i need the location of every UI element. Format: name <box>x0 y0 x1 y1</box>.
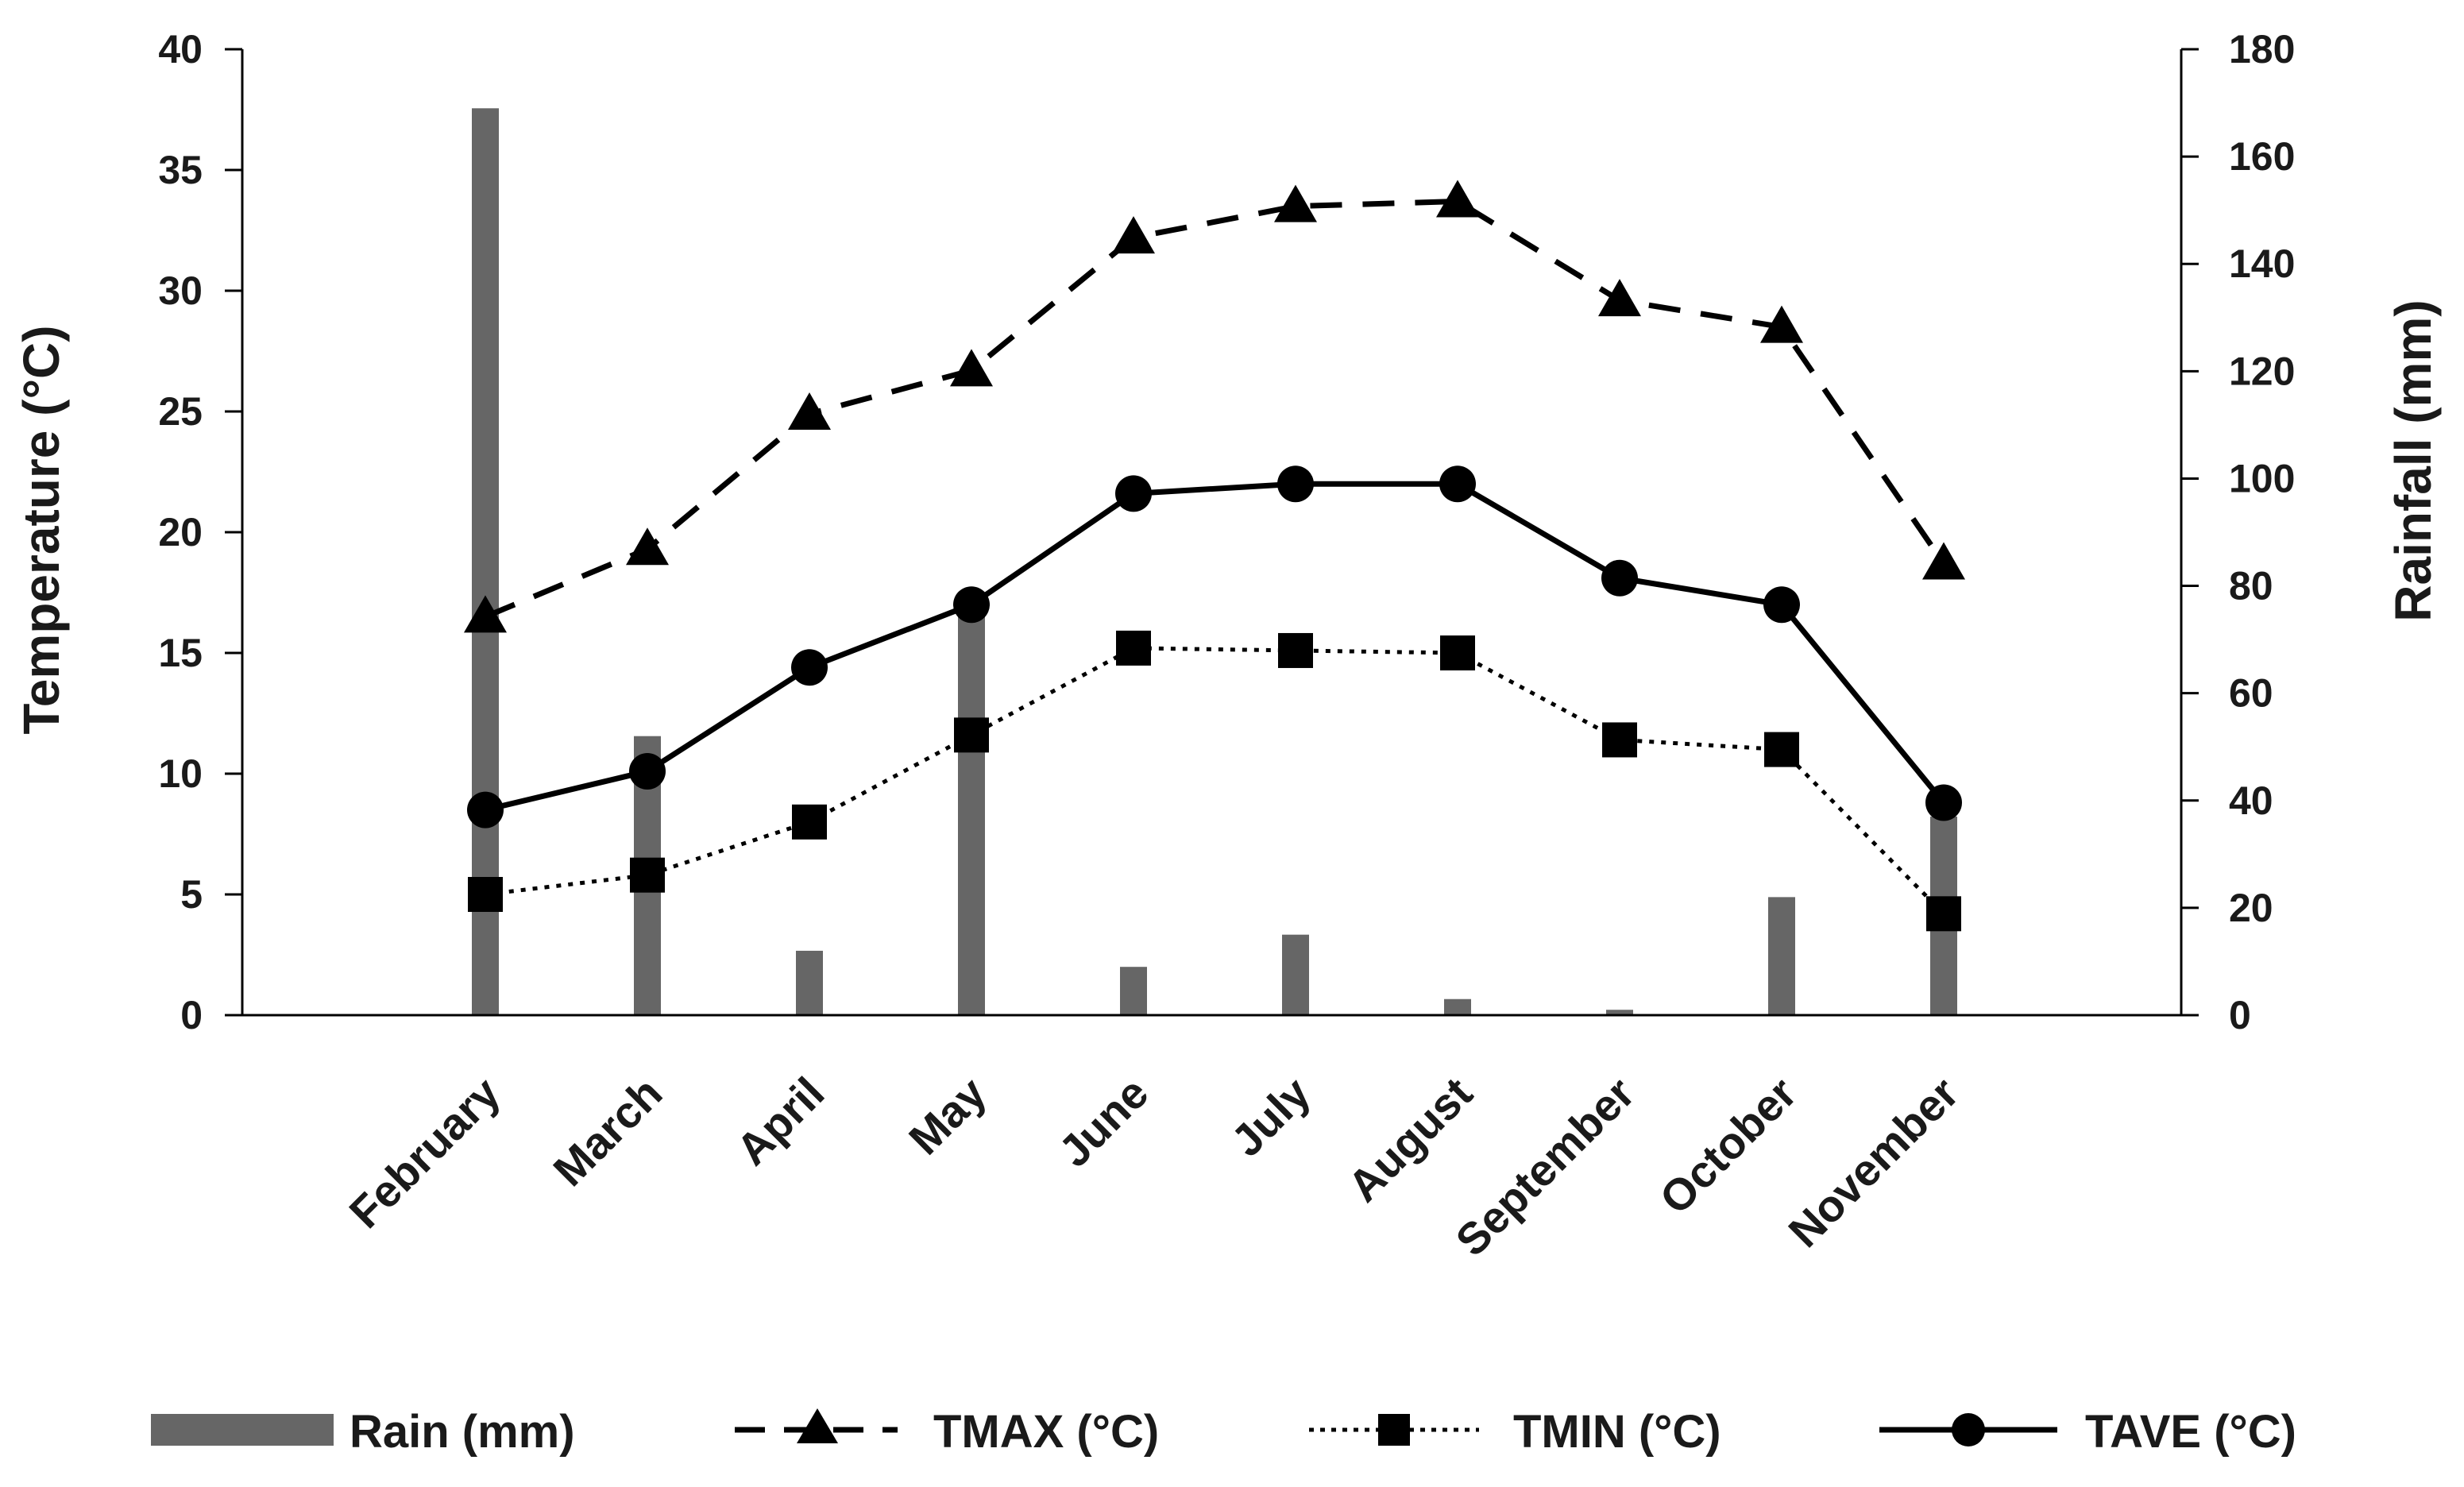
legend-label-tave: TAVE (°C) <box>2085 1406 2296 1458</box>
tmin-marker <box>792 804 827 840</box>
tmax-marker <box>1598 279 1641 317</box>
tmin-marker <box>1440 635 1475 670</box>
legend-label-tmin: TMIN (°C) <box>1513 1406 1721 1458</box>
legend-marker-tmin <box>1378 1414 1410 1446</box>
tave-line <box>485 481 1946 813</box>
tmax-marker <box>1274 184 1317 222</box>
rain-bar <box>472 108 499 1015</box>
tave-marker <box>1439 465 1476 503</box>
rain-bar <box>1606 1010 1633 1015</box>
tave-marker <box>1763 586 1800 624</box>
rain-bar <box>1768 897 1795 1015</box>
legend-label-tmax: TMAX (°C) <box>933 1406 1159 1458</box>
tmax-marker <box>788 392 831 431</box>
right-tick-label: 60 <box>2229 671 2273 716</box>
right-tick-label: 100 <box>2229 456 2295 500</box>
tave-marker <box>1925 784 1962 821</box>
tmax-marker <box>1760 305 1803 343</box>
tave-marker <box>467 791 504 828</box>
tave-marker <box>1277 465 1314 503</box>
legend-marker-tave <box>1952 1413 1985 1446</box>
tmin-marker <box>468 877 503 912</box>
legend-swatch-rain <box>151 1414 334 1446</box>
right-axis-title: Rainfall (mm) <box>2385 299 2442 621</box>
left-tick-label: 40 <box>158 27 203 71</box>
tave-marker <box>1601 559 1638 597</box>
x-category-label: June <box>1049 1068 1158 1176</box>
tmax-marker <box>1112 216 1155 254</box>
left-axis-title: Temperature (°C) <box>13 325 70 734</box>
x-category-label: April <box>727 1068 834 1175</box>
legend-label-rain: Rain (mm) <box>350 1406 575 1458</box>
left-tick-label: 35 <box>158 148 203 192</box>
tmax-line <box>484 199 1946 620</box>
right-tick-label: 120 <box>2229 349 2295 393</box>
rain-bar <box>1444 998 1471 1015</box>
tmin-marker <box>954 717 989 753</box>
right-tick-label: 180 <box>2229 27 2295 71</box>
tmin-line <box>485 646 1945 916</box>
tave-marker <box>1115 475 1152 512</box>
left-tick-label: 5 <box>180 872 203 917</box>
rain-bar <box>1120 967 1147 1015</box>
legend-marker-tmax <box>797 1408 838 1443</box>
tmax-marker <box>626 527 669 566</box>
tmin-marker <box>1926 896 1961 932</box>
x-category-label: August <box>1338 1068 1482 1211</box>
x-category-label: October <box>1650 1068 1806 1223</box>
right-tick-label: 40 <box>2229 778 2273 823</box>
tave-marker <box>953 586 990 624</box>
tmax-marker <box>1922 542 1965 580</box>
tmax-marker <box>950 349 993 387</box>
rain-bars <box>472 108 1957 1015</box>
legend: Rain (mm) TMAX (°C) TMIN (°C) TAVE (°C) <box>151 1406 2296 1458</box>
left-tick-label: 30 <box>158 268 203 313</box>
rain-bar <box>958 607 985 1015</box>
left-tick-label: 25 <box>158 389 203 434</box>
right-tick-label: 160 <box>2229 134 2295 179</box>
x-category-label: July <box>1222 1068 1320 1166</box>
x-category-label: May <box>899 1068 996 1164</box>
right-tick-label: 80 <box>2229 564 2273 608</box>
tmin-marker <box>1278 632 1313 668</box>
rain-bar <box>796 950 823 1015</box>
tmin-marker <box>1764 732 1799 767</box>
x-category-label: February <box>339 1068 509 1238</box>
rain-bar <box>1282 934 1309 1015</box>
tmax-marker <box>464 595 507 633</box>
right-tick-label: 0 <box>2229 993 2251 1037</box>
x-category-label: March <box>543 1068 671 1195</box>
left-tick-label: 0 <box>180 993 203 1037</box>
left-tick-label: 20 <box>158 510 203 554</box>
right-tick-label: 20 <box>2229 886 2273 930</box>
left-tick-label: 10 <box>158 751 203 796</box>
temperature-lines <box>464 180 1965 932</box>
tave-marker <box>629 752 666 790</box>
x-category-label: November <box>1778 1068 1968 1257</box>
tave-marker <box>791 649 828 686</box>
axis-labels: Temperature (°C) Rainfall (mm) <box>13 299 2442 734</box>
right-tick-label: 140 <box>2229 241 2295 286</box>
tmin-marker <box>1116 630 1151 666</box>
tmax-marker <box>1436 180 1479 218</box>
left-tick-label: 15 <box>158 631 203 675</box>
tmin-marker <box>630 857 665 893</box>
tmin-marker <box>1602 722 1637 758</box>
